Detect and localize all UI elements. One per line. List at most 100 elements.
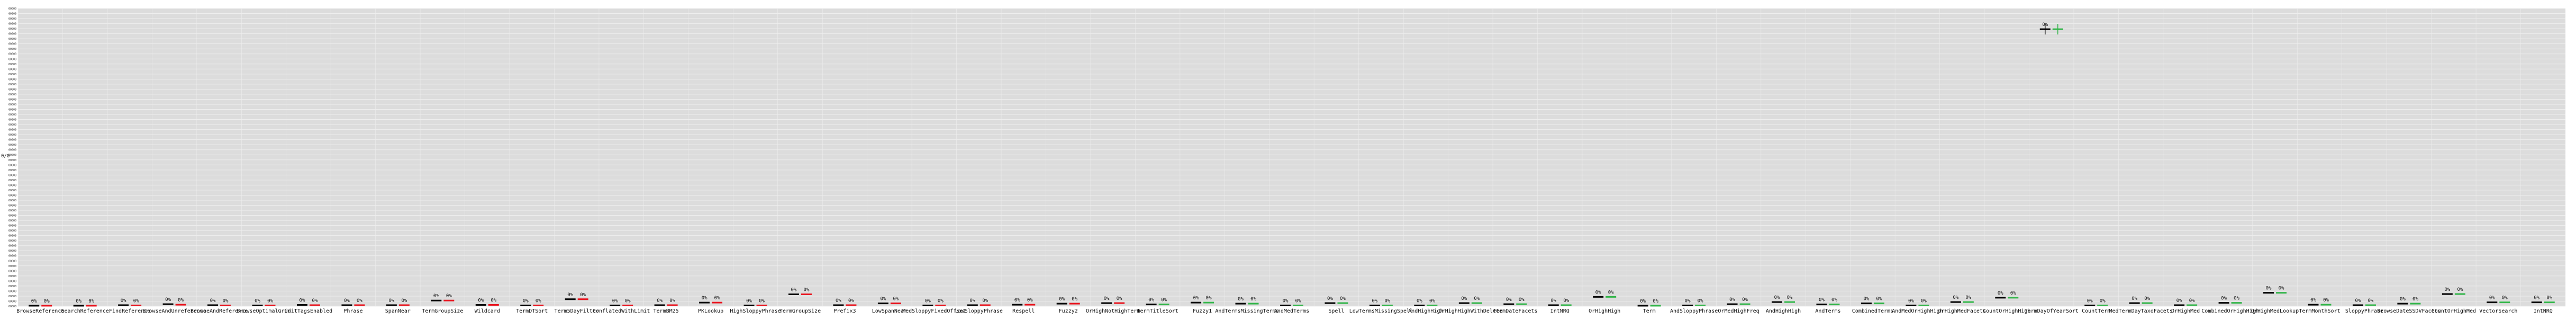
y-tick-label: 00000 — [8, 164, 16, 167]
x-tick-label: Term5DayFilter — [555, 308, 599, 314]
data-label: 0% — [300, 298, 305, 304]
data-label: 0% — [1461, 296, 1467, 301]
data-label: 0% — [2355, 298, 2361, 304]
y-tick-label: 00000 — [8, 139, 16, 142]
y-tick-label: 00000 — [8, 204, 16, 207]
y-tick-label: 00000 — [8, 58, 16, 61]
y-tick-label: 00000 — [8, 270, 16, 273]
data-label: 0% — [1998, 291, 2003, 296]
data-label: 0% — [267, 299, 273, 304]
data-label: 0% — [2087, 299, 2093, 304]
data-label: 0% — [1876, 297, 1882, 302]
x-tick-label: Term — [1643, 308, 1656, 314]
x-tick-label: TermGroupSize — [779, 308, 821, 314]
x-tick-label: SloppyPhrase — [2345, 308, 2383, 314]
x-tick-label: AndMedTerms — [1274, 308, 1309, 314]
data-label: 0% — [2279, 286, 2284, 291]
data-label: 0% — [1250, 297, 1256, 302]
data-label: 0% — [1014, 298, 1020, 303]
data-label: 0% — [1117, 296, 1122, 301]
x-tick-label: TermBM25 — [654, 308, 679, 314]
data-label: 0% — [1340, 296, 1346, 301]
data-label: 0% — [1608, 290, 1614, 295]
x-tick-label: OrMedHighFreq — [1718, 308, 1759, 314]
x-tick-label: OrHighNotHighTerm — [1086, 308, 1140, 314]
x-tick-label: VectorSearch — [2479, 308, 2517, 314]
data-label: 0% — [1819, 298, 1825, 303]
y-tick-label: 00000 — [8, 154, 16, 157]
x-tick-label: OrHighHigh — [1589, 308, 1620, 314]
data-label: 0% — [836, 298, 841, 304]
y-tick-label: 00000 — [8, 63, 16, 66]
data-label: 0% — [2131, 296, 2137, 301]
data-label: 0% — [133, 299, 139, 304]
data-label: 0% — [1864, 297, 1870, 302]
data-label: 0% — [1908, 299, 1914, 304]
data-label: 0% — [1953, 295, 1958, 300]
data-label: 0% — [1787, 295, 1793, 300]
x-tick-label: OrHighMedFacets — [1938, 308, 1986, 314]
data-label: 0% — [925, 299, 931, 304]
x-tick-label: TermDayOfYearSort — [2025, 308, 2079, 314]
data-label: 0% — [1831, 298, 1837, 303]
y-axis-label: 0/0 — [1, 154, 10, 159]
data-label: 0% — [76, 299, 81, 304]
x-tick-label: BrowseDateSSDVFacets — [2377, 308, 2441, 314]
y-tick-label: 00000 — [8, 17, 16, 21]
data-label: 0% — [804, 288, 810, 293]
data-label: 0% — [2502, 296, 2508, 301]
y-tick-label: 00000 — [8, 275, 16, 278]
x-tick-label: Respell — [1012, 308, 1035, 314]
y-tick-label: 00000 — [8, 53, 16, 56]
data-label: 0% — [1295, 299, 1301, 304]
grid-lines — [17, 8, 2566, 307]
y-tick-label: 00000 — [8, 194, 16, 197]
x-tick-label: AndTerms — [1815, 308, 1840, 314]
data-label: 0% — [401, 298, 407, 304]
y-tick-label: 00000 — [8, 169, 16, 172]
data-label: 0% — [1059, 297, 1065, 302]
data-label: 0% — [1474, 296, 1480, 301]
data-label: 0% — [2534, 296, 2539, 301]
y-tick-label: 00000 — [8, 73, 16, 76]
y-tick-label: 00000 — [8, 235, 16, 238]
y-tick-label: 00000 — [8, 13, 16, 16]
data-label: 0% — [625, 299, 631, 304]
y-tick-label: 00000 — [8, 290, 16, 293]
data-label: 0% — [1653, 299, 1658, 304]
data-label: 0% — [982, 298, 988, 304]
y-axis-ticks: 00000 00000 00000 00000 00000 00000 00000 00000… — [8, 7, 16, 308]
data-label: 0% — [2234, 296, 2239, 301]
y-tick-label: 00000 — [8, 48, 16, 51]
data-label: 0% — [848, 298, 854, 304]
x-tick-label: CountOrHighHigh — [1983, 308, 2030, 314]
data-label: 0% — [1327, 296, 1333, 301]
data-label: 0% — [714, 296, 720, 301]
x-tick-label: Fuzzy1 — [1193, 308, 1212, 314]
y-tick-label: 00000 — [8, 250, 16, 253]
data-label: 0% — [1193, 296, 1199, 301]
x-tick-label: LowSpanNear — [872, 308, 907, 314]
y-tick-label: 00000 — [8, 219, 16, 223]
y-tick-label: 00000 — [8, 113, 16, 117]
y-tick-label: 00000 — [8, 245, 16, 248]
y-tick-label: 00000 — [8, 199, 16, 202]
data-label: 0% — [2176, 298, 2182, 304]
y-tick-label: 00000 — [8, 225, 16, 228]
y-tick-label: 00000 — [8, 149, 16, 152]
data-label: 0% — [344, 298, 350, 304]
y-tick-label: 00000 — [8, 23, 16, 26]
y-tick-label: 00000 — [8, 88, 16, 91]
data-label: 0% — [1519, 297, 1525, 303]
y-tick-label: 00000 — [8, 209, 16, 212]
data-label: 0% — [523, 299, 529, 304]
data-label: 0% — [1640, 299, 1646, 304]
x-tick-label: TermDateFacets — [1493, 308, 1537, 314]
x-tick-label: TermGroupSize — [422, 308, 463, 314]
data-label: 0% — [938, 299, 944, 304]
y-tick-label: 00000 — [8, 93, 16, 96]
data-label: 0% — [178, 298, 184, 303]
data-label: 0% — [702, 296, 708, 301]
data-label: 0% — [1027, 298, 1033, 303]
x-tick-label: PKLookup — [698, 308, 723, 314]
